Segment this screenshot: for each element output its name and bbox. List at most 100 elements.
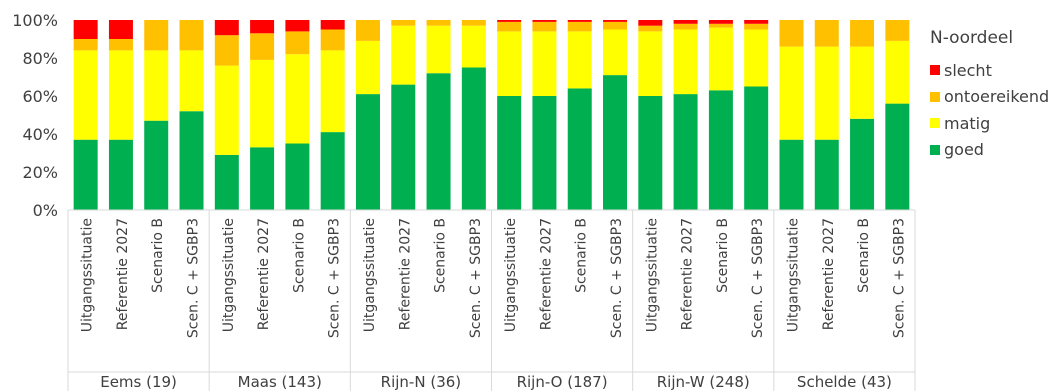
bar-segment-goed xyxy=(355,94,380,210)
legend-title: N-oordeel xyxy=(930,28,1014,48)
bar-segment-ontoereikend xyxy=(744,23,769,30)
bar-segment-ontoereikend xyxy=(885,20,910,41)
bar-segment-matig xyxy=(673,29,698,95)
y-axis: 0% 20% 40% 60% 80% 100% xyxy=(12,11,58,220)
bar-segment-matig xyxy=(320,50,345,133)
bar-segment-goed xyxy=(779,139,804,210)
bar-segment-ontoereikend xyxy=(567,21,592,32)
bar-segment-ontoereikend xyxy=(673,23,698,30)
bar-segment-ontoereikend xyxy=(144,20,169,51)
bar-segment-goed xyxy=(108,139,133,210)
x-tick-label: Referentie 2027 xyxy=(680,218,696,330)
x-tick-label: Scenario B xyxy=(291,218,307,293)
bar-segment-goed xyxy=(532,96,557,210)
bar-segment-ontoereikend xyxy=(355,20,380,41)
bar-segment-slecht xyxy=(744,20,769,24)
bar-segment-slecht xyxy=(532,20,557,22)
bar-segment-goed xyxy=(567,88,592,210)
y-tick-label: 40% xyxy=(22,125,58,144)
y-tick-label: 60% xyxy=(22,87,58,106)
bar-segment-slecht xyxy=(708,20,733,24)
bar-segment-goed xyxy=(744,86,769,210)
x-tick-label: Scen. C + SGBP3 xyxy=(750,218,766,338)
y-tick-label: 0% xyxy=(33,201,58,220)
bar-segment-slecht xyxy=(320,20,345,30)
x-tick-label: Scenario B xyxy=(856,218,872,293)
bar-segment-ontoereikend xyxy=(638,25,663,32)
bar-segment-ontoereikend xyxy=(779,20,804,47)
bar-segment-ontoereikend xyxy=(603,21,628,30)
bar-segment-ontoereikend xyxy=(850,20,875,47)
x-tick-label: Referentie 2027 xyxy=(397,218,413,330)
bar-segment-goed xyxy=(426,73,451,210)
bar-segment-slecht xyxy=(285,20,310,32)
x-tick-label: Scenario B xyxy=(574,218,590,293)
bar-segment-goed xyxy=(320,132,345,210)
bar-segment-slecht xyxy=(603,20,628,22)
legend-item-slecht: slecht xyxy=(930,57,1049,84)
bar-segment-matig xyxy=(850,46,875,119)
x-tick-label: Referentie 2027 xyxy=(821,218,837,330)
bar-segment-goed xyxy=(885,103,910,210)
bar-segment-goed xyxy=(391,84,416,210)
bar-segment-ontoereikend xyxy=(250,33,275,60)
legend-items: slecht ontoereikend matig goed xyxy=(930,57,1049,163)
bar-segment-ontoereikend xyxy=(391,20,416,26)
x-tick-label: Scen. C + SGBP3 xyxy=(891,218,907,338)
legend-label: goed xyxy=(944,140,984,160)
bar-segment-ontoereikend xyxy=(708,23,733,28)
bar-segment-matig xyxy=(814,46,839,140)
bar-segment-matig xyxy=(250,59,275,148)
x-tick-label: Scenario B xyxy=(715,218,731,293)
group-label: Eems (19) xyxy=(100,373,177,391)
bar-segment-matig xyxy=(108,50,133,140)
x-tick-label: Uitgangssituatie xyxy=(221,218,237,332)
bar-segment-matig xyxy=(779,46,804,140)
bar-segment-goed xyxy=(461,67,486,210)
x-axis: Uitgangssituatie Referentie 2027 Scenario … xyxy=(67,209,916,391)
x-tick-label: Scen. C + SGBP3 xyxy=(327,218,343,338)
group-label: Rijn-W (248) xyxy=(657,373,750,391)
bar-segment-goed xyxy=(673,94,698,210)
bar-segment-slecht xyxy=(567,20,592,22)
bar-segment-goed xyxy=(73,139,98,210)
x-tick-label: Referentie 2027 xyxy=(115,218,131,330)
bar-segment-goed xyxy=(850,118,875,210)
bar-segment-ontoereikend xyxy=(73,39,98,51)
x-tick-label: Scen. C + SGBP3 xyxy=(468,218,484,338)
x-tick-label: Uitgangssituatie xyxy=(362,218,378,332)
bar-segment-goed xyxy=(603,75,628,210)
bar-segment-goed xyxy=(285,143,310,210)
y-tick-label: 20% xyxy=(22,163,58,182)
group-label: Schelde (43) xyxy=(797,373,892,391)
bar-segment-matig xyxy=(144,50,169,121)
bar-segment-ontoereikend xyxy=(285,31,310,55)
bar-segment-ontoereikend xyxy=(814,20,839,47)
bar-segment-ontoereikend xyxy=(214,35,239,66)
bar-segment-matig xyxy=(426,25,451,74)
legend-label: ontoereikend xyxy=(944,87,1050,107)
group-label: Rijn-O (187) xyxy=(517,373,608,391)
bar-segment-goed xyxy=(250,147,275,210)
bar-segment-matig xyxy=(391,25,416,85)
bar-segment-matig xyxy=(532,31,557,96)
bar-segment-matig xyxy=(744,29,769,87)
x-tick-label: Scenario B xyxy=(433,218,449,293)
bar-segment-matig xyxy=(355,40,380,95)
y-tick-label: 100% xyxy=(12,11,58,30)
bar-segment-goed xyxy=(179,111,204,210)
legend-swatch xyxy=(930,144,940,155)
legend-label: slecht xyxy=(944,60,992,80)
x-tick-label: Uitgangssituatie xyxy=(785,218,801,332)
x-tick-label: Uitgangssituatie xyxy=(644,218,660,332)
bar-segment-goed xyxy=(144,120,169,210)
bars-layer xyxy=(73,20,910,210)
bar-segment-slecht xyxy=(638,20,663,26)
group-label: Rijn-N (36) xyxy=(381,373,461,391)
bar-segment-matig xyxy=(461,25,486,68)
bar-segment-ontoereikend xyxy=(179,20,204,51)
legend-item-ontoereikend: ontoereikend xyxy=(930,84,1049,111)
bar-segment-matig xyxy=(214,65,239,155)
bar-segment-goed xyxy=(708,90,733,210)
